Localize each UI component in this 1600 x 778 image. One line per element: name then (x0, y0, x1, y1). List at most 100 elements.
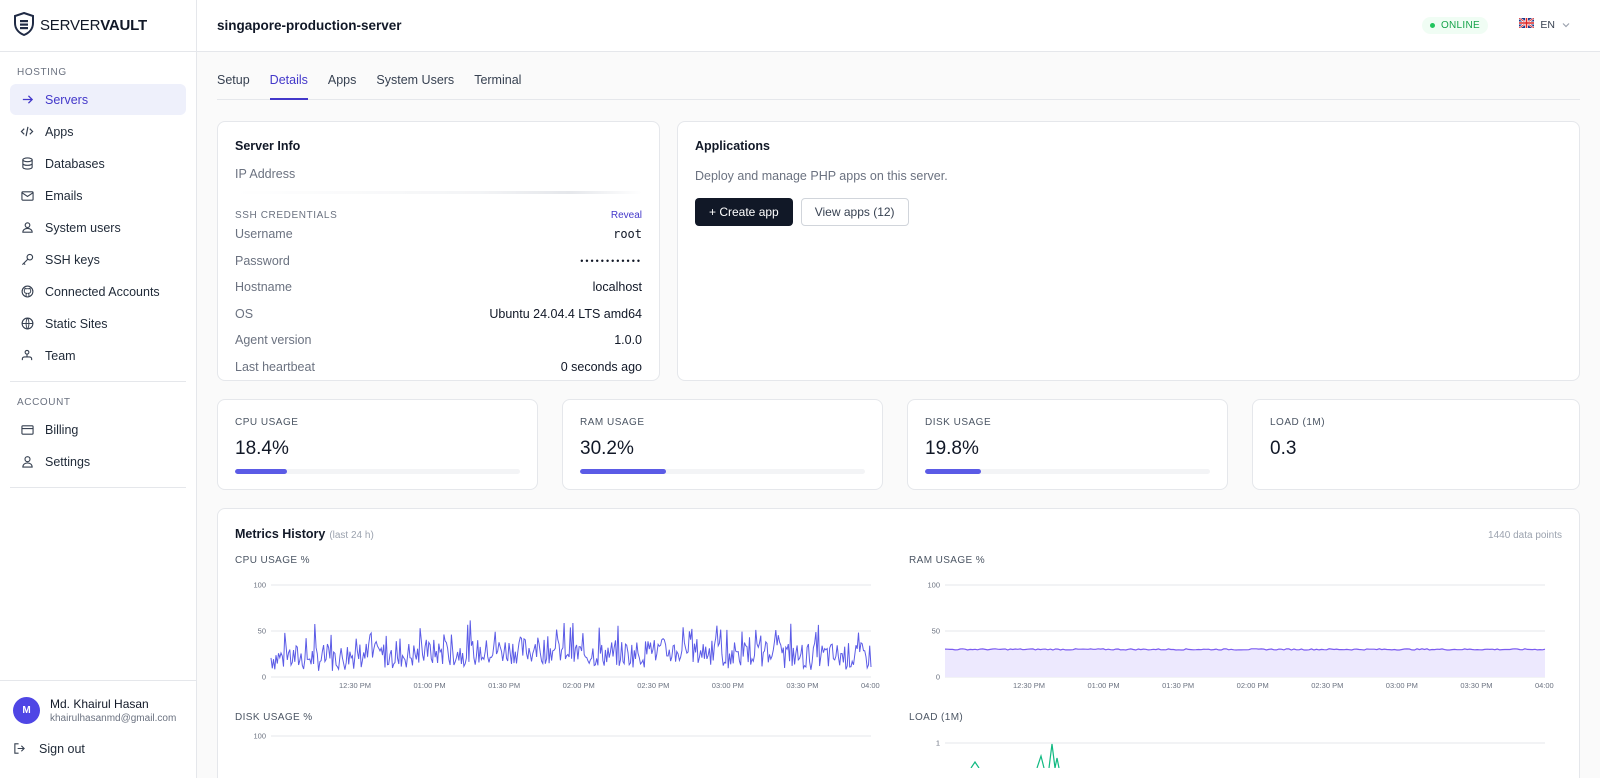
load-spike-line (970, 743, 1060, 768)
info-row-username: Username root (235, 221, 642, 248)
view-apps-button[interactable]: View apps (12) (800, 198, 909, 226)
disk-usage-progress-bar (925, 469, 1210, 474)
tab-setup[interactable]: Setup (217, 73, 250, 87)
stat-card-ram: RAM USAGE 30.2% (562, 399, 883, 490)
team-icon (20, 349, 34, 363)
applications-actions: + Create app View apps (12) (695, 198, 1562, 226)
avatar: M (13, 697, 40, 724)
sidebar-item-emails[interactable]: Emails (10, 180, 186, 211)
sidebar-item-label: Servers (45, 92, 89, 107)
x-tick-label: 03:00 PM (712, 681, 744, 689)
info-key: Agent version (235, 333, 312, 348)
stat-card-disk: DISK USAGE 19.8% (907, 399, 1228, 490)
sidebar-item-label: Billing (45, 422, 79, 437)
x-tick-label: 03:30 PM (786, 681, 818, 689)
sidebar-item-team[interactable]: Team (10, 340, 186, 371)
create-app-button[interactable]: + Create app (695, 198, 793, 226)
database-icon (20, 157, 34, 171)
users-icon (20, 221, 34, 235)
stat-label: LOAD (1M) (1270, 417, 1326, 428)
info-key: OS (235, 306, 254, 321)
user-panel: M Md. Khairul Hasan khairulhasanmd@gmail… (0, 680, 196, 778)
page-title: singapore-production-server (217, 18, 402, 33)
y-tick-label: 0 (936, 673, 940, 682)
os-value: Ubuntu 24.04.4 LTS amd64 (489, 306, 642, 321)
sidebar-item-billing[interactable]: Billing (10, 414, 186, 445)
y-tick-label: 50 (258, 627, 266, 636)
hostname-value: localhost (592, 280, 642, 295)
info-row-agent-version: Agent version 1.0.0 (235, 327, 642, 354)
load-chart: 1 (936, 739, 1545, 768)
sidebar-divider (10, 487, 186, 488)
nav-account: ACCOUNT Billing Settings (0, 382, 196, 477)
stat-label: RAM USAGE (580, 417, 645, 428)
chart-title-disk: DISK USAGE % (235, 712, 313, 723)
x-tick-label: 02:00 PM (1237, 681, 1269, 689)
info-key: Password (235, 253, 290, 268)
user-email: khairulhasanmd@gmail.com (50, 713, 177, 724)
sidebar-item-label: SSH keys (45, 252, 100, 267)
password-value-masked: •••••••••••• (580, 255, 642, 266)
ram-usage-chart: 0 50 100 12:30 PM 01:00 PM 01:30 PM 02:00 PM 02… (927, 581, 1554, 690)
ssh-credentials-header: SSH CREDENTIALS Reveal (235, 210, 642, 221)
x-tick-label: 02:30 PM (1311, 681, 1343, 689)
chart-title-ram: RAM USAGE % (909, 555, 986, 566)
tab-system-users[interactable]: System Users (376, 73, 455, 87)
tab-terminal[interactable]: Terminal (474, 73, 522, 87)
last-heartbeat-value: 0 seconds ago (560, 359, 642, 374)
stat-card-cpu: CPU USAGE 18.4% (217, 399, 538, 490)
user-profile[interactable]: M Md. Khairul Hasan khairulhasanmd@gmail… (13, 697, 183, 724)
x-tick-label: 02:00 PM (563, 681, 595, 689)
brand[interactable]: SERVERVAULT (0, 0, 196, 52)
brand-part-2: VAULT (100, 17, 147, 34)
x-tick-label: 03:30 PM (1460, 681, 1492, 689)
sidebar-item-servers[interactable]: Servers (10, 84, 186, 115)
sidebar-item-label: Emails (45, 188, 83, 203)
x-tick-label: 01:00 PM (1088, 681, 1120, 689)
sidebar-item-system-users[interactable]: System users (10, 212, 186, 243)
chart-title-cpu: CPU USAGE % (235, 555, 310, 566)
x-tick-label: 03:00 PM (1386, 681, 1418, 689)
chart-title-load: LOAD (1M) (909, 712, 964, 723)
status-dot-icon (1429, 23, 1435, 28)
sidebar-item-static-sites[interactable]: Static Sites (10, 308, 186, 339)
brand-name: SERVERVAULT (40, 17, 147, 34)
sidebar-item-databases[interactable]: Databases (10, 148, 186, 179)
sidebar-item-apps[interactable]: Apps (10, 116, 186, 147)
user-icon (20, 455, 34, 469)
language-selector[interactable]: EN (1518, 17, 1570, 31)
sidebar: SERVERVAULT HOSTING Servers Apps Databas… (0, 0, 197, 778)
cpu-usage-line (270, 620, 872, 671)
x-tick-label: 12:30 PM (1013, 681, 1045, 689)
progress-fill (925, 469, 982, 474)
y-tick-label: 50 (932, 627, 940, 636)
status-text: ONLINE (1440, 20, 1480, 31)
stat-value: 19.8% (925, 438, 979, 459)
sign-out-button[interactable]: Sign out (13, 742, 183, 756)
username-value: root (613, 227, 642, 242)
ip-address-label: IP Address (235, 167, 296, 181)
cpu-usage-progress-bar (235, 469, 520, 474)
mail-icon (20, 189, 34, 203)
x-tick-label: 04:00 PM (861, 681, 880, 689)
nav-section-label: HOSTING (17, 67, 67, 78)
github-icon (20, 285, 34, 299)
x-tick-label: 12:30 PM (339, 681, 371, 689)
y-tick-label: 100 (253, 732, 266, 741)
sidebar-item-label: System users (45, 220, 121, 235)
metrics-title: Metrics History (235, 527, 326, 541)
sidebar-item-ssh-keys[interactable]: SSH keys (10, 244, 186, 275)
sidebar-item-label: Databases (45, 156, 105, 171)
y-tick-label: 100 (253, 581, 266, 590)
shield-logo-icon (13, 11, 35, 39)
reveal-link[interactable]: Reveal (610, 210, 642, 221)
tab-apps[interactable]: Apps (327, 73, 357, 87)
card-title: Applications (695, 139, 771, 153)
sidebar-item-settings[interactable]: Settings (10, 446, 186, 477)
x-tick-label: 02:30 PM (637, 681, 669, 689)
sidebar-item-connected-accounts[interactable]: Connected Accounts (10, 276, 186, 307)
info-key: Hostname (235, 280, 292, 295)
tab-details[interactable]: Details (269, 52, 309, 100)
y-tick-label: 0 (262, 673, 266, 682)
card-title: Server Info (235, 139, 301, 153)
